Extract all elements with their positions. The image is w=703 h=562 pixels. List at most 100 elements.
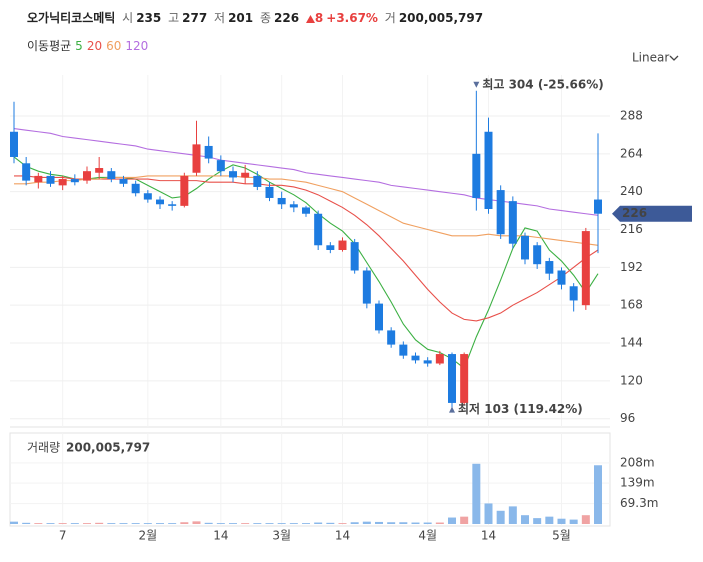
volume-bar (435, 522, 444, 524)
candle-body (277, 197, 286, 205)
volume-bar (496, 510, 505, 524)
volume-bar (168, 523, 177, 524)
candle-body (448, 354, 456, 403)
open-label: 시 (122, 11, 134, 25)
y-tick-label: 120 (620, 373, 643, 387)
candle-body (423, 360, 432, 364)
volume-bar (302, 523, 310, 524)
candle-body (192, 144, 201, 173)
candle-body (362, 270, 371, 304)
volume-bar (107, 523, 116, 524)
legend-entry[interactable]: 20 (86, 39, 103, 53)
annotation-arrow (473, 81, 480, 88)
candle-body (472, 153, 481, 198)
candle-body (143, 193, 152, 200)
candle-body (216, 160, 225, 172)
high: 277 (182, 11, 208, 25)
legend-entry[interactable]: 60 (106, 39, 122, 53)
y-tick-label: 240 (620, 184, 643, 198)
price-tag (612, 205, 692, 222)
candle-body (557, 270, 566, 285)
candle-body (545, 261, 554, 274)
candle-body (581, 231, 590, 306)
candle-body (10, 131, 18, 157)
legend-entry[interactable]: 120 (125, 39, 149, 53)
y-tick-label: 139m (620, 476, 655, 490)
volume-bar (95, 522, 104, 524)
y-tick-label: 216 (620, 222, 643, 236)
candle-body (241, 172, 250, 178)
price-tag-label: 226 (622, 206, 647, 220)
candle-body (34, 175, 43, 183)
y-tick-label: 96 (620, 411, 635, 425)
annotation-arrow (449, 406, 455, 413)
scale-toggle[interactable]: Linear (632, 51, 669, 65)
candle-body (70, 179, 79, 183)
candle-body (229, 171, 237, 178)
x-tick-label: 4월 (418, 529, 437, 543)
volume-bar (472, 463, 481, 524)
volume-bar (22, 522, 31, 524)
volume-panel (9, 432, 611, 527)
volume-bar (326, 522, 335, 524)
candle-body (289, 204, 298, 208)
volume: 200,005,797 (398, 11, 484, 25)
volume-bar (557, 518, 566, 524)
volume-bar (362, 521, 371, 524)
volume-bar (448, 517, 456, 524)
volume-bar (545, 516, 554, 524)
candle-body (83, 171, 91, 181)
legend-entry[interactable]: 5 (75, 39, 83, 53)
volume-bar (156, 523, 164, 524)
candle-body (302, 207, 310, 214)
volume-bar (192, 521, 201, 524)
y-tick-label: 192 (620, 260, 643, 274)
volume-bar (70, 523, 79, 524)
up-arrow (305, 14, 315, 23)
volume-bar (204, 522, 213, 524)
volume-bar (521, 515, 529, 524)
candle-body (521, 235, 529, 260)
candle-body (46, 175, 55, 184)
close: 226 (274, 11, 300, 25)
x-tick-label: 7 (59, 529, 67, 543)
y-tick-label: 69.3m (620, 496, 658, 510)
change: 8 (314, 11, 324, 25)
candle-body (375, 303, 383, 331)
volume-bar (46, 523, 55, 524)
ma-line (14, 175, 599, 322)
open: 235 (136, 11, 162, 25)
change-pct: +3.67% (326, 11, 378, 25)
volume-bar (265, 523, 274, 524)
x-tick-label: 14 (335, 529, 350, 543)
volume-bar (241, 523, 250, 524)
volume-bar (594, 465, 602, 524)
low: 201 (228, 11, 254, 25)
candle-body (326, 245, 335, 250)
volume-bar (350, 522, 359, 524)
volume-bar (387, 522, 396, 524)
volume-bar (569, 519, 578, 524)
volume-bar (180, 522, 189, 524)
chevron (669, 55, 679, 61)
candle-body (253, 175, 262, 187)
volume-bar (411, 522, 420, 524)
volume-bar (581, 515, 590, 524)
x-tick-label: 2월 (138, 529, 157, 543)
candle-body (95, 168, 104, 173)
close-label: 종 (259, 11, 272, 25)
volume-bar (338, 523, 347, 524)
legend: 이동평균 5 20 60 120 (27, 37, 152, 54)
volume-bar (10, 521, 18, 524)
volume-bar (277, 523, 286, 524)
candle-body (204, 145, 213, 159)
candle-body (119, 179, 128, 184)
y-tick-label: 264 (620, 146, 643, 160)
y-tick-label: 208m (620, 455, 655, 469)
x-tick-label: 14 (481, 529, 496, 543)
candle-body (533, 245, 542, 265)
candle-body (594, 199, 602, 214)
x-tick-label: 5월 (552, 529, 571, 543)
candle-body (22, 163, 31, 181)
